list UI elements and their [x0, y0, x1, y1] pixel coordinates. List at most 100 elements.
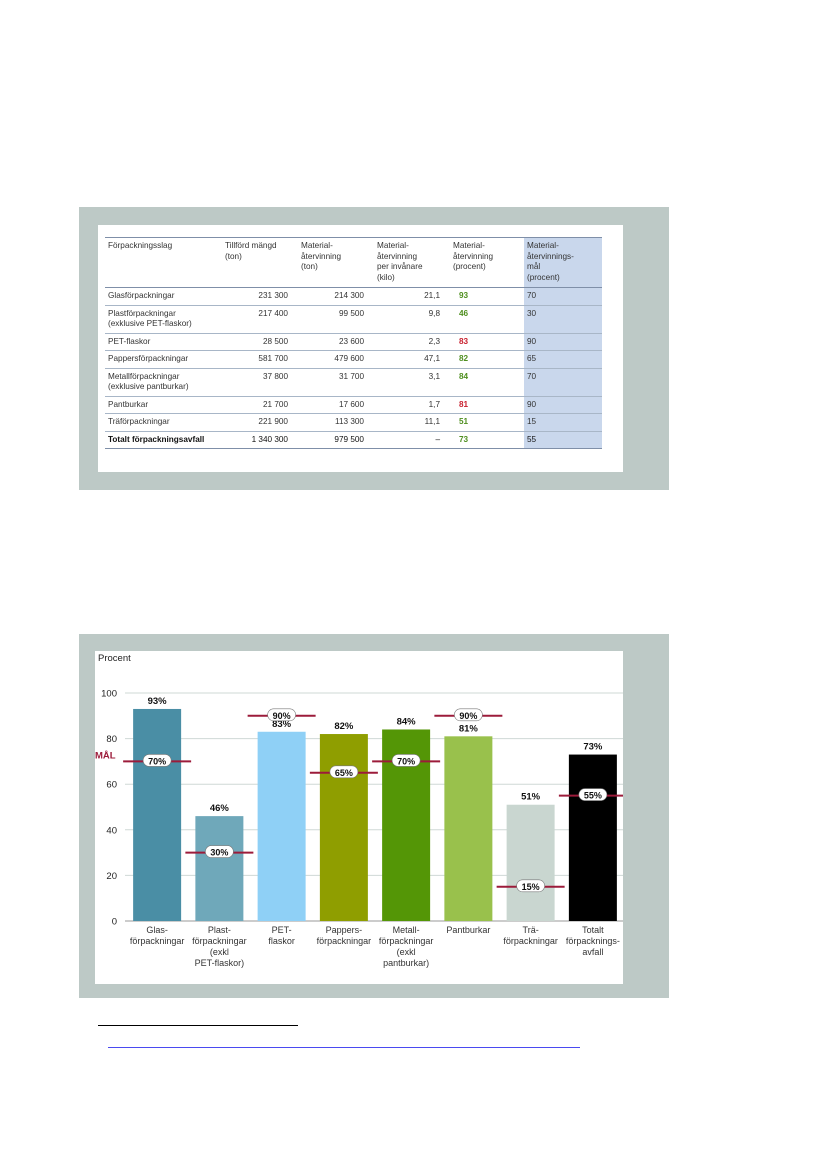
goal-value-label: 90%	[273, 711, 291, 721]
bar-value-label: 84%	[397, 716, 417, 727]
goal-badge	[205, 845, 234, 858]
row-label: Totalt förpackningsavfall	[105, 431, 222, 449]
y-axis-label: Procent	[98, 653, 131, 664]
goal-cell: 55	[524, 431, 602, 449]
goal-cell: 65	[524, 350, 602, 369]
table-row: Plastförpackningar (exklusive PET-flaskor…	[105, 305, 602, 334]
percent-cell: 83	[450, 333, 524, 351]
chart-card: Procent 0 20 40 60 80 100 MÅL 93% 70% Glas-förpack…	[95, 651, 623, 984]
goal-value-label: 65%	[335, 768, 353, 778]
table-header-cell: Förpackningsslag	[105, 237, 222, 288]
goal-value-label: 55%	[584, 791, 602, 801]
row-label: Pappersförpackningar	[105, 350, 222, 369]
recycled-cell: 113 300	[298, 413, 374, 432]
bar	[133, 708, 182, 921]
percent-cell: 82	[450, 350, 524, 369]
goal-value-label: 30%	[210, 848, 228, 858]
recycled-cell: 99 500	[298, 305, 374, 334]
goal-badge	[516, 879, 545, 893]
table-header-cell: Tillförd mängd (ton)	[222, 237, 298, 288]
per-capita-cell: –	[374, 431, 450, 449]
table-row: Träförpackningar 221 900 113 300 11,1 51 15	[105, 413, 602, 432]
goal-value-label: 90%	[459, 711, 477, 721]
recycled-cell: 479 600	[298, 350, 374, 369]
goal-value-label: 70%	[148, 756, 166, 766]
table-card: Förpackningsslag Tillförd mängd (ton) Mater…	[98, 225, 623, 472]
goal-badge	[329, 765, 359, 779]
chart-panel: Procent 0 20 40 60 80 100 MÅL 93% 70% Glas-förpack…	[79, 634, 669, 998]
recycled-cell: 31 700	[298, 368, 374, 397]
bar-value-label: 46%	[210, 803, 230, 814]
percent-cell: 51	[450, 413, 524, 432]
footnote-separator	[98, 1025, 298, 1026]
table-row: Glasförpackningar 231 300 214 300 21,1 93 70	[105, 287, 602, 306]
table-header-cell: Material-återvinning (ton)	[298, 237, 374, 288]
footnote-link-underline[interactable]	[108, 1047, 580, 1048]
recycled-cell: 17 600	[298, 396, 374, 414]
table-header-row: Förpackningsslag Tillförd mängd (ton) Mater…	[105, 237, 602, 288]
bar-value-label: 82%	[334, 721, 354, 732]
x-category-label: Trä-förpackningar	[503, 925, 558, 946]
bar-value-label: 51%	[521, 792, 541, 803]
table-row: Pantburkar 21 700 17 600 1,7 81 90	[105, 396, 602, 414]
x-category-label: Pantburkar	[446, 925, 490, 935]
percent-cell: 93	[450, 287, 524, 306]
supplied-cell: 28 500	[222, 333, 298, 351]
goal-cell: 30	[524, 305, 602, 334]
table-header-cell: Material-återvinnings-mål (procent)	[524, 237, 602, 288]
row-label: Glasförpackningar	[105, 287, 222, 306]
table-panel: Förpackningsslag Tillförd mängd (ton) Mater…	[79, 207, 669, 490]
table-row: PET-flaskor 28 500 23 600 2,3 83 90	[105, 333, 602, 351]
supplied-cell: 581 700	[222, 350, 298, 369]
x-category-label: PET-flaskor	[268, 925, 295, 946]
y-tick-label: 80	[106, 734, 117, 745]
y-tick-label: 100	[101, 689, 117, 700]
goal-cell: 70	[524, 368, 602, 397]
table-row: Pappersförpackningar 581 700 479 600 47,1 82…	[105, 350, 602, 369]
bar	[506, 804, 555, 921]
goal-cell: 90	[524, 396, 602, 414]
bar-value-label: 73%	[583, 742, 603, 753]
bar-value-label: 81%	[459, 723, 479, 734]
supplied-cell: 21 700	[222, 396, 298, 414]
goal-value-label: 15%	[522, 882, 540, 892]
table-body: Glasförpackningar 231 300 214 300 21,1 93 70 P…	[105, 287, 602, 449]
table-header-cell: Material-återvinning (procent)	[450, 237, 524, 288]
x-category-label: Glas-förpackningar	[130, 925, 185, 946]
bar-value-label: 83%	[272, 719, 292, 730]
table-total-row: Totalt förpackningsavfall 1 340 300 979 50…	[105, 431, 602, 449]
supplied-cell: 37 800	[222, 368, 298, 397]
per-capita-cell: 1,7	[374, 396, 450, 414]
bar	[195, 816, 244, 921]
row-label: PET-flaskor	[105, 333, 222, 351]
goal-badge	[454, 708, 483, 722]
row-label: Plastförpackningar (exklusive PET-flaskor…	[105, 305, 222, 334]
y-tick-label: 0	[112, 917, 117, 928]
goal-cell: 90	[524, 333, 602, 351]
table-row: Metallförpackningar (exklusive pantburkar…	[105, 368, 602, 397]
row-label: Träförpackningar	[105, 413, 222, 432]
x-category-label: Pappers-förpackningar	[317, 925, 372, 946]
goal-badge	[391, 754, 421, 767]
bar	[444, 736, 493, 921]
goal-cell: 70	[524, 287, 602, 306]
goal-badge	[578, 788, 608, 801]
per-capita-cell: 47,1	[374, 350, 450, 369]
table-header-cell: Material-återvinning per invånare (kilo)	[374, 237, 450, 288]
goal-label: MÅL	[95, 750, 116, 761]
per-capita-cell: 9,8	[374, 305, 450, 334]
goal-cell: 15	[524, 413, 602, 432]
x-category-label: Totalt förpacknings-avfall	[566, 925, 620, 957]
bar	[257, 731, 306, 921]
recycled-cell: 979 500	[298, 431, 374, 449]
per-capita-cell: 3,1	[374, 368, 450, 397]
row-label: Pantburkar	[105, 396, 222, 414]
per-capita-cell: 21,1	[374, 287, 450, 306]
bar	[568, 754, 617, 921]
supplied-cell: 217 400	[222, 305, 298, 334]
x-category-label: Plast-förpackningar (exkl PET-flaskor)	[192, 925, 247, 968]
goal-value-label: 70%	[397, 756, 415, 766]
supplied-cell: 221 900	[222, 413, 298, 432]
supplied-cell: 1 340 300	[222, 431, 298, 449]
bar	[319, 734, 368, 921]
